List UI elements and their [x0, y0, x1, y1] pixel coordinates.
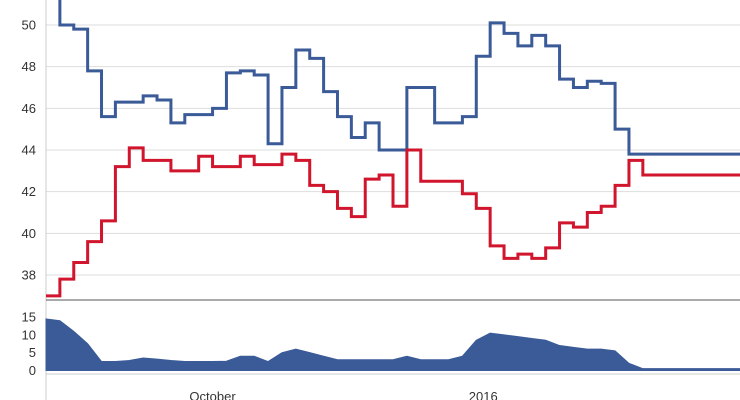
- y-tick-label: 48: [22, 59, 36, 74]
- nav-y-tick-label: 5: [29, 345, 36, 360]
- y-tick-label: 50: [22, 18, 36, 33]
- x-tick-label: 2016: [469, 389, 498, 400]
- series-line-1: [46, 146, 740, 298]
- y-tick-label: 40: [22, 226, 36, 241]
- y-tick-label: 44: [22, 143, 36, 158]
- series-line-0: [58, 0, 740, 156]
- x-tick-label: October: [189, 389, 236, 400]
- y-tick-label: 38: [22, 268, 36, 283]
- nav-y-tick-label: 10: [22, 327, 36, 342]
- nav-y-tick-label: 0: [29, 363, 36, 378]
- y-tick-label: 46: [22, 101, 36, 116]
- y-tick-label: 42: [22, 184, 36, 199]
- plot-margin: [0, 0, 46, 400]
- nav-y-tick-label: 15: [22, 310, 36, 325]
- nav-area: [45, 318, 740, 371]
